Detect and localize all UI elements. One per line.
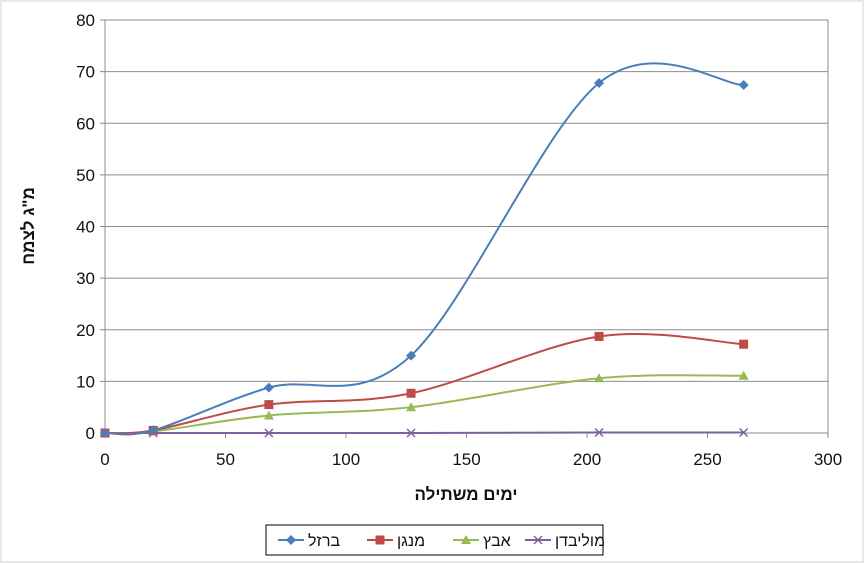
y-tick-label: 0 <box>86 424 95 443</box>
series-line <box>104 62 744 436</box>
legend: ברזל מנגן אבץ מוליבדן <box>265 524 605 556</box>
y-tick-label: 70 <box>76 63 95 82</box>
y-tick-label: 30 <box>76 269 95 288</box>
legend-label: מוליבדן <box>555 532 605 550</box>
data-point <box>738 80 749 91</box>
data-point <box>100 428 110 438</box>
data-point <box>594 373 605 383</box>
y-tick-label: 80 <box>76 11 95 30</box>
data-point <box>594 427 604 438</box>
x-tick-label: 0 <box>100 450 109 469</box>
series-1 <box>100 62 749 438</box>
data-point <box>406 428 416 438</box>
x-tick-label: 250 <box>693 450 721 469</box>
legend-entry-1: ברזל <box>278 532 341 550</box>
series-line <box>104 431 744 435</box>
y-tick-label: 20 <box>76 321 95 340</box>
x-tick-label: 200 <box>573 450 601 469</box>
y-tick-label: 10 <box>76 372 95 391</box>
tick-labels: 0 10 20 30 40 50 60 70 80 0 50 100 150 200 250 300 <box>76 11 842 469</box>
legend-entry-4: מוליבדן <box>525 532 605 550</box>
legend-entry-2: מנגן <box>367 533 425 550</box>
legend-marker <box>375 535 385 545</box>
x-axis-title: ימים משתילה <box>415 485 518 504</box>
legend-label: אבץ <box>483 533 511 550</box>
x-tick-label: 100 <box>332 450 360 469</box>
data-point <box>263 382 274 393</box>
data-point <box>406 388 416 398</box>
data-point <box>264 428 274 438</box>
x-tick-label: 150 <box>452 450 480 469</box>
x-tick-label: 300 <box>814 450 842 469</box>
data-point <box>738 370 749 380</box>
legend-marker <box>286 535 296 545</box>
data-point <box>264 400 274 410</box>
data-point <box>739 427 749 438</box>
legend-label: מנגן <box>397 533 425 550</box>
y-tick-label: 40 <box>76 218 95 237</box>
y-tick-label: 50 <box>76 166 95 185</box>
legend-marker <box>461 535 471 544</box>
gridlines <box>100 19 829 438</box>
legend-label: ברזל <box>308 532 341 550</box>
data-point <box>148 425 159 436</box>
y-axis-title: מ"ג לצמח <box>19 187 38 265</box>
data-point <box>406 402 417 412</box>
data-point <box>406 350 417 361</box>
data-point <box>594 77 605 88</box>
data-point <box>594 331 604 341</box>
series <box>100 62 749 438</box>
legend-entry-3: אבץ <box>453 533 511 550</box>
x-tick-label: 50 <box>216 450 235 469</box>
data-point <box>263 410 274 420</box>
data-point <box>739 339 749 349</box>
legend-marker <box>533 535 543 545</box>
y-tick-label: 60 <box>76 114 95 133</box>
